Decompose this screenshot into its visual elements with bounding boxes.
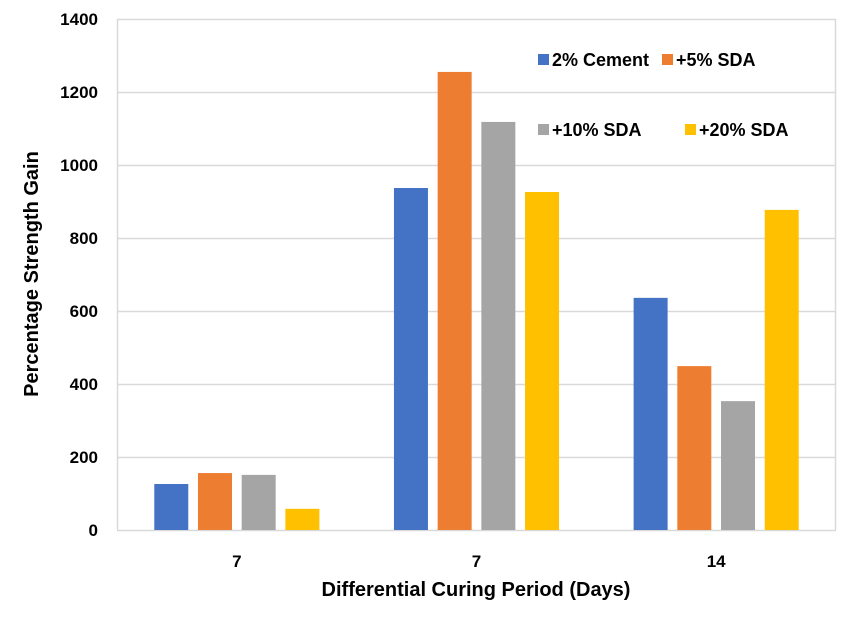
x-tick-label: 14 xyxy=(707,552,726,571)
legend-swatch xyxy=(538,54,549,65)
y-tick-label: 1200 xyxy=(60,83,98,102)
bar-10-sda-1 xyxy=(481,121,516,531)
x-tick-label: 7 xyxy=(472,552,481,571)
y-tick-label: 400 xyxy=(70,375,98,394)
legend-item: +10% SDA xyxy=(538,120,642,140)
bar-20-sda-2 xyxy=(764,209,799,530)
y-tick-label: 1000 xyxy=(60,156,98,175)
bar-10-sda-2 xyxy=(721,401,756,530)
gridlines xyxy=(116,18,837,532)
legend-swatch xyxy=(685,124,696,135)
x-axis-title: Differential Curing Period (Days) xyxy=(322,579,631,601)
legend-item: +20% SDA xyxy=(685,120,789,140)
bar-2-cement-2 xyxy=(633,297,668,530)
x-tick-label: 7 xyxy=(232,552,241,571)
legend-label: +5% SDA xyxy=(676,50,756,70)
y-tick-label: 1400 xyxy=(60,10,98,29)
bar-5-sda-2 xyxy=(677,366,712,530)
bar-20-sda-1 xyxy=(525,192,560,530)
bars xyxy=(154,71,799,531)
y-tick-label: 600 xyxy=(70,302,98,321)
bar-5-sda-1 xyxy=(437,71,472,531)
x-axis-ticks: 7 7 14 xyxy=(232,552,726,571)
y-tick-label: 800 xyxy=(70,229,98,248)
legend-item: +5% SDA xyxy=(662,50,756,70)
bar-5-sda-0 xyxy=(197,473,232,530)
legend: 2% Cement +5% SDA +10% SDA +20% SDA xyxy=(538,50,789,140)
legend-label: +20% SDA xyxy=(699,120,789,140)
bar-10-sda-0 xyxy=(241,474,276,530)
legend-swatch xyxy=(662,54,673,65)
legend-label: 2% Cement xyxy=(552,50,649,70)
legend-swatch xyxy=(538,124,549,135)
bar-2-cement-1 xyxy=(393,187,428,530)
y-tick-label: 0 xyxy=(89,521,98,540)
legend-label: +10% SDA xyxy=(552,120,642,140)
bar-2-cement-0 xyxy=(154,484,189,530)
legend-item: 2% Cement xyxy=(538,50,649,70)
y-axis-ticks: 0 200 400 600 800 1000 1200 1400 xyxy=(60,10,98,540)
y-tick-label: 200 xyxy=(70,448,98,467)
bar-20-sda-0 xyxy=(285,508,320,530)
y-axis-title: Percentage Strength Gain xyxy=(21,151,43,397)
